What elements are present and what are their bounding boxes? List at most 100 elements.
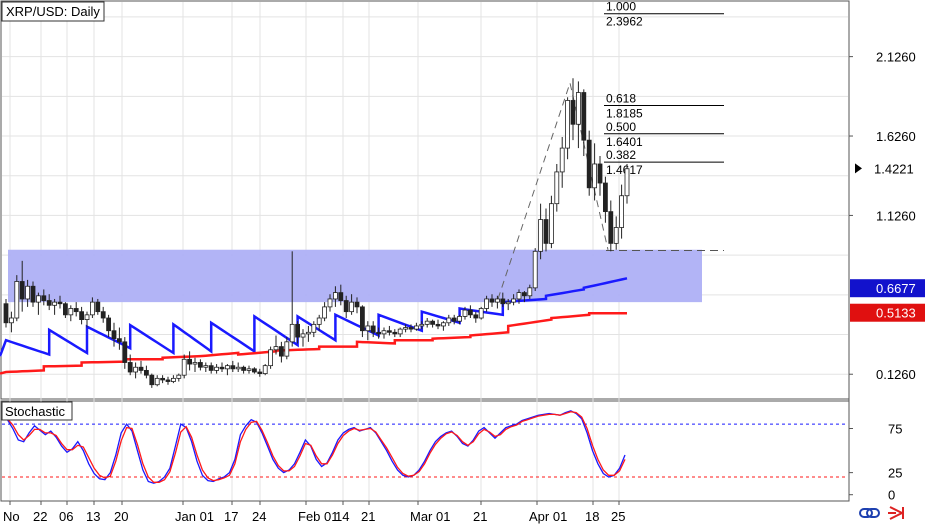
candle-body (84, 314, 90, 320)
candle-body (235, 366, 241, 370)
fib-trendline (497, 81, 609, 300)
candle-body (316, 317, 322, 325)
candle-body (381, 330, 387, 335)
candle-body (251, 368, 257, 373)
candle-body (278, 346, 284, 357)
candle-body (268, 349, 274, 367)
candle-body (343, 300, 349, 313)
candle-body (284, 341, 290, 357)
candle-body (608, 211, 614, 244)
fib-ratio-label: 0.618 (606, 91, 636, 105)
candle-body (311, 323, 317, 333)
candle-body (424, 320, 430, 325)
candle-body (241, 366, 247, 371)
candle-body (95, 301, 101, 313)
candle-body (500, 298, 506, 305)
time-tick-label: Apr 01 (529, 509, 567, 524)
ma-price-label: 0.5133 (876, 306, 916, 321)
candle-body (52, 301, 57, 306)
candle-body (376, 331, 382, 335)
candle-body (257, 371, 263, 374)
candle-body (170, 377, 176, 382)
candle-body (133, 366, 139, 373)
candle-body (505, 301, 511, 305)
stochastic-layer (1, 410, 848, 484)
candle-body (149, 374, 155, 386)
time-tick-label: 17 (224, 509, 238, 524)
candle-body (559, 147, 565, 173)
fib-ratio-label: 0.382 (606, 148, 636, 162)
candle-body (208, 365, 214, 371)
candle-body (527, 287, 533, 297)
candle-body (408, 327, 414, 330)
link-icon[interactable] (859, 508, 880, 518)
candle-body (473, 314, 479, 319)
oscillator-tick-label: 75 (888, 421, 902, 436)
candle-body (592, 163, 597, 189)
candle-body (462, 309, 468, 317)
candle-body (289, 323, 295, 343)
candle-body (8, 317, 14, 324)
time-tick-label: Mar 01 (410, 509, 450, 524)
fib-price-label: 2.3962 (606, 15, 643, 29)
candle-body (68, 308, 74, 316)
candle-body (440, 322, 446, 327)
price-badges: 1.4221 0.6677 0.5133 (850, 161, 925, 322)
candle-body (46, 300, 52, 306)
candle-body (19, 281, 25, 300)
candle-body (570, 100, 576, 125)
candle-body (127, 362, 133, 373)
candle-body (392, 331, 398, 335)
last-price-label: 1.4221 (874, 161, 914, 176)
fib-price-label: 1.6401 (606, 135, 643, 149)
candle-body (516, 292, 522, 300)
candle-body (117, 338, 122, 343)
candle-body (419, 323, 425, 327)
candle-body (413, 325, 419, 330)
time-tick-label: 20 (114, 509, 128, 524)
candle-body (565, 100, 570, 149)
candle-body (522, 292, 527, 297)
candle-body (451, 317, 457, 322)
candle-body (327, 298, 333, 308)
candle-body (478, 308, 484, 319)
time-tick-label: 06 (59, 509, 73, 524)
candle-body (230, 365, 236, 370)
candle-body (122, 341, 128, 363)
candle-body (554, 171, 560, 205)
candle-body (273, 346, 279, 351)
candle-body (160, 377, 166, 381)
price-tick-label: 2.1260 (876, 50, 916, 65)
candle-body (370, 325, 376, 333)
candle-body (165, 379, 171, 382)
candle-body (619, 195, 624, 228)
candle-body (224, 365, 230, 370)
candle-body (511, 298, 517, 303)
time-tick-label: 18 (585, 509, 599, 524)
candle-body (138, 366, 144, 371)
price-tick-label: 0.1260 (876, 367, 916, 382)
candle-body (187, 358, 193, 365)
oscillator-tick-label: 0 (888, 488, 895, 503)
candle-body (494, 298, 500, 303)
candle-body (219, 366, 225, 370)
ma-slow-line (0, 311, 627, 375)
title-box (1, 1, 105, 22)
candle-body (446, 317, 452, 324)
fib-price-label: 1.4617 (606, 163, 643, 177)
time-tick-label: Feb 01 (298, 509, 338, 524)
oscillator-title: Stochastic (5, 404, 65, 419)
stochastic-line (2, 411, 626, 483)
candle-body (300, 333, 306, 338)
arrow-icon[interactable] (888, 506, 905, 520)
candle-body (532, 250, 538, 289)
fib-ratio-label: 1.000 (606, 0, 636, 14)
candle-body (3, 303, 9, 324)
candle-body (603, 182, 608, 213)
candle-body (624, 168, 630, 197)
oscillator-tick-label: 25 (888, 466, 902, 481)
candle-body (430, 320, 436, 325)
